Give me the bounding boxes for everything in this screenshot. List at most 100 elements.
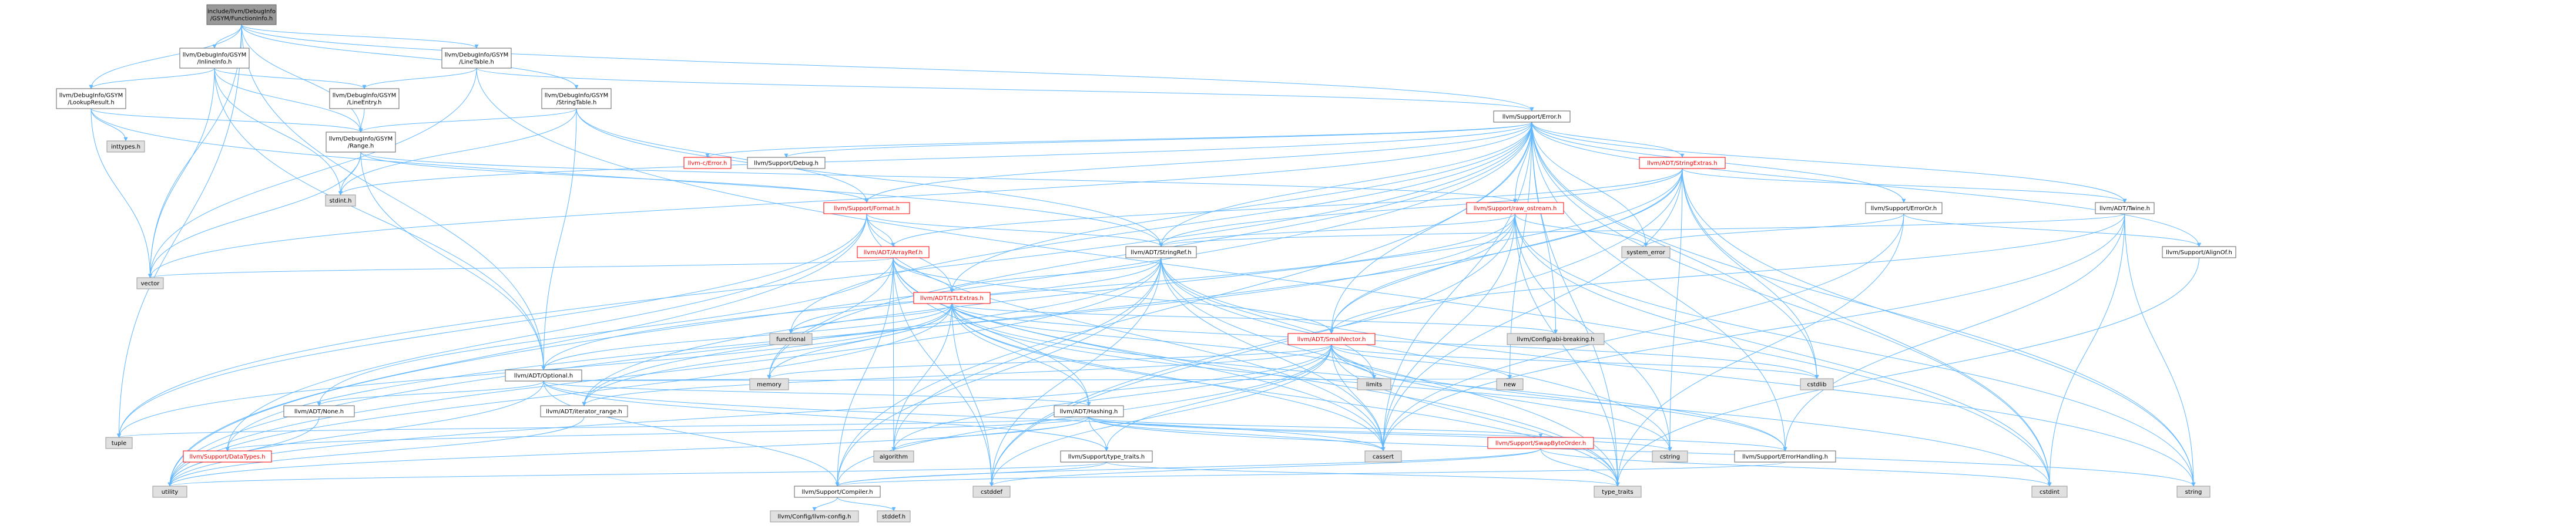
edge-arrayref-to-memory	[767, 257, 894, 379]
node-stdint[interactable]: stdint.h	[325, 194, 356, 207]
edge-raw_ostream-to-datatypes	[225, 213, 1515, 451]
edge-arrayref-to-none	[317, 257, 894, 406]
edge-stringref-to-cstring	[1160, 257, 1672, 451]
node-optional[interactable]: llvm/ADT/Optional.h	[505, 369, 582, 382]
node-twine[interactable]: llvm/ADT/Twine.h	[2095, 202, 2155, 214]
node-iterator_range[interactable]: llvm/ADT/iterator_range.h	[540, 405, 628, 417]
node-box	[972, 486, 1011, 498]
edge-stlextras-to-cstdint	[951, 303, 2052, 487]
node-alignof[interactable]: llvm/Support/AlignOf.h	[2162, 246, 2236, 258]
node-stringtable[interactable]: llvm/DebugInfo/GSYM/StringTable.h	[541, 88, 612, 109]
node-hashing[interactable]: llvm/ADT/Hashing.h	[1054, 405, 1124, 417]
node-box	[747, 157, 826, 169]
node-new[interactable]: new	[1496, 378, 1524, 390]
node-label: /GSYM/FunctionInfo.h	[210, 16, 273, 22]
edge-error-to-twine	[1531, 122, 2127, 203]
edge-smallvector-to-memory	[767, 344, 1332, 379]
node-box	[1496, 378, 1524, 390]
node-box	[2162, 246, 2236, 258]
edge-compiler-to-llvmconfig	[812, 497, 838, 511]
node-stringref[interactable]: llvm/ADT/StringRef.h	[1125, 246, 1197, 258]
edge-smallvector-to-type_traits_h	[1104, 344, 1332, 451]
node-tuple[interactable]: tuple	[105, 437, 133, 449]
edge-inlineinfo-to-vector	[148, 68, 215, 278]
edge-hashing-to-tuple	[117, 416, 1089, 438]
node-llvmconfig[interactable]: llvm/Config/llvm-config.h	[770, 510, 859, 523]
node-format[interactable]: llvm/Support/Format.h	[823, 202, 910, 214]
node-linetable[interactable]: llvm/DebugInfo/GSYM/LineTable.h	[441, 48, 512, 69]
node-memory[interactable]: memory	[749, 378, 789, 390]
node-box	[1865, 202, 1943, 214]
node-box	[770, 510, 859, 523]
node-label: /InlineInfo.h	[197, 59, 232, 66]
edge-error-to-cassert	[1381, 122, 1532, 451]
node-range[interactable]: llvm/DebugInfo/GSYM/Range.h	[326, 132, 396, 153]
node-none[interactable]: llvm/ADT/None.h	[283, 405, 355, 417]
node-lookupresult[interactable]: llvm/DebugInfo/GSYM/LookupResult.h	[56, 88, 126, 109]
edge-linetable-to-cstdint	[476, 68, 2052, 487]
node-arrayref[interactable]: llvm/ADT/ArrayRef.h	[857, 246, 930, 258]
edge-swapbyteorder-to-cstdint	[1540, 448, 2052, 487]
edge-stringextras-to-cstring	[1668, 168, 1683, 451]
edge-inlineinfo-to-range	[214, 68, 363, 133]
node-stddef[interactable]: stddef.h	[877, 510, 911, 523]
node-raw_ostream[interactable]: llvm/Support/raw_ostream.h	[1466, 202, 1564, 214]
edge-hashing-to-utility	[167, 416, 1089, 487]
node-root[interactable]: include/llvm/DebugInfo/GSYM/FunctionInfo…	[206, 4, 277, 25]
edge-raw_ostream-to-stringref	[1159, 213, 1515, 247]
node-limits[interactable]: limits	[1357, 378, 1391, 390]
node-box	[540, 405, 628, 417]
edge-hashing-to-cstring	[1088, 416, 1672, 451]
node-inlineinfo[interactable]: llvm/DebugInfo/GSYM/InlineInfo.h	[179, 48, 250, 69]
node-datatypes[interactable]: llvm/Support/DataTypes.h	[183, 450, 272, 463]
node-label: cstddef	[981, 489, 1002, 496]
edge-error-to-vector	[148, 122, 1532, 278]
node-box	[1287, 333, 1376, 345]
node-type_traits[interactable]: type_traits	[1594, 486, 1642, 498]
node-errorhandling[interactable]: llvm/Support/ErrorHandling.h	[1734, 450, 1836, 463]
edge-stlextras-to-algorithm	[891, 303, 952, 451]
node-debug[interactable]: llvm/Support/Debug.h	[747, 157, 826, 169]
node-cstdint[interactable]: cstdint	[2031, 486, 2068, 498]
edge-smallvector-to-iterator_range	[582, 344, 1332, 406]
node-cstring[interactable]: cstring	[1652, 450, 1688, 463]
edge-smallvector-to-new	[1331, 344, 1512, 379]
node-swapbyteorder[interactable]: llvm/Support/SwapByteOrder.h	[1487, 437, 1594, 449]
edge-stringref-to-cassert	[1160, 257, 1386, 451]
node-vector[interactable]: vector	[136, 277, 164, 289]
edge-error-to-errorhandling	[1531, 122, 1787, 451]
node-utility[interactable]: utility	[152, 486, 187, 498]
edge-format-to-tuple	[117, 213, 867, 438]
node-cerror[interactable]: llvm-c/Error.h	[683, 157, 732, 169]
node-algorithm[interactable]: algorithm	[873, 450, 914, 463]
node-type_traits_h[interactable]: llvm/Support/type_traits.h	[1060, 450, 1153, 463]
node-stlextras[interactable]: llvm/ADT/STLExtras.h	[913, 292, 991, 304]
node-error[interactable]: llvm/Support/Error.h	[1493, 110, 1571, 123]
node-stringextras[interactable]: llvm/ADT/StringExtras.h	[1639, 157, 1726, 169]
node-functional[interactable]: functional	[769, 333, 813, 345]
node-label: llvm/ADT/Hashing.h	[1060, 409, 1118, 415]
edge-stlextras-to-memory	[767, 303, 952, 379]
node-box	[183, 450, 272, 463]
node-compiler[interactable]: llvm/Support/Compiler.h	[794, 486, 881, 498]
node-erroror[interactable]: llvm/Support/ErrorOr.h	[1865, 202, 1943, 214]
edge-root-to-stringtable	[241, 24, 579, 89]
node-smallvector[interactable]: llvm/ADT/SmallVector.h	[1287, 333, 1376, 345]
node-label: limits	[1366, 382, 1382, 388]
node-box	[1621, 246, 1671, 258]
node-abibreaking[interactable]: llvm/Config/abi-breaking.h	[1507, 333, 1605, 345]
edge-error-to-tuple	[117, 122, 1532, 438]
edge-raw_ostream-to-cassert	[1381, 213, 1515, 451]
edge-format-to-cassert	[866, 213, 1386, 451]
node-string[interactable]: string	[2176, 486, 2211, 498]
node-cassert[interactable]: cassert	[1364, 450, 1402, 463]
node-inttypes[interactable]: inttypes.h	[106, 140, 145, 153]
edge-type_traits_h-to-utility	[167, 461, 1107, 487]
node-system_error[interactable]: system_error	[1621, 246, 1671, 258]
edge-root-to-tuple	[117, 24, 242, 438]
node-cstdlib[interactable]: cstdlib	[1800, 378, 1834, 390]
node-box	[2176, 486, 2211, 498]
node-lineentry[interactable]: llvm/DebugInfo/GSYM/LineEntry.h	[329, 88, 400, 109]
edge-erroror-to-alignof	[1903, 213, 2201, 247]
node-cstddef[interactable]: cstddef	[972, 486, 1011, 498]
